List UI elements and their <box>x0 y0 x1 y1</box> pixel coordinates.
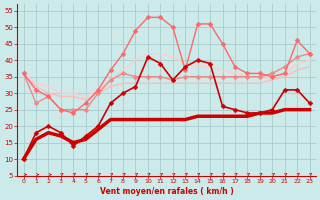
X-axis label: Vent moyen/en rafales ( km/h ): Vent moyen/en rafales ( km/h ) <box>100 187 234 196</box>
